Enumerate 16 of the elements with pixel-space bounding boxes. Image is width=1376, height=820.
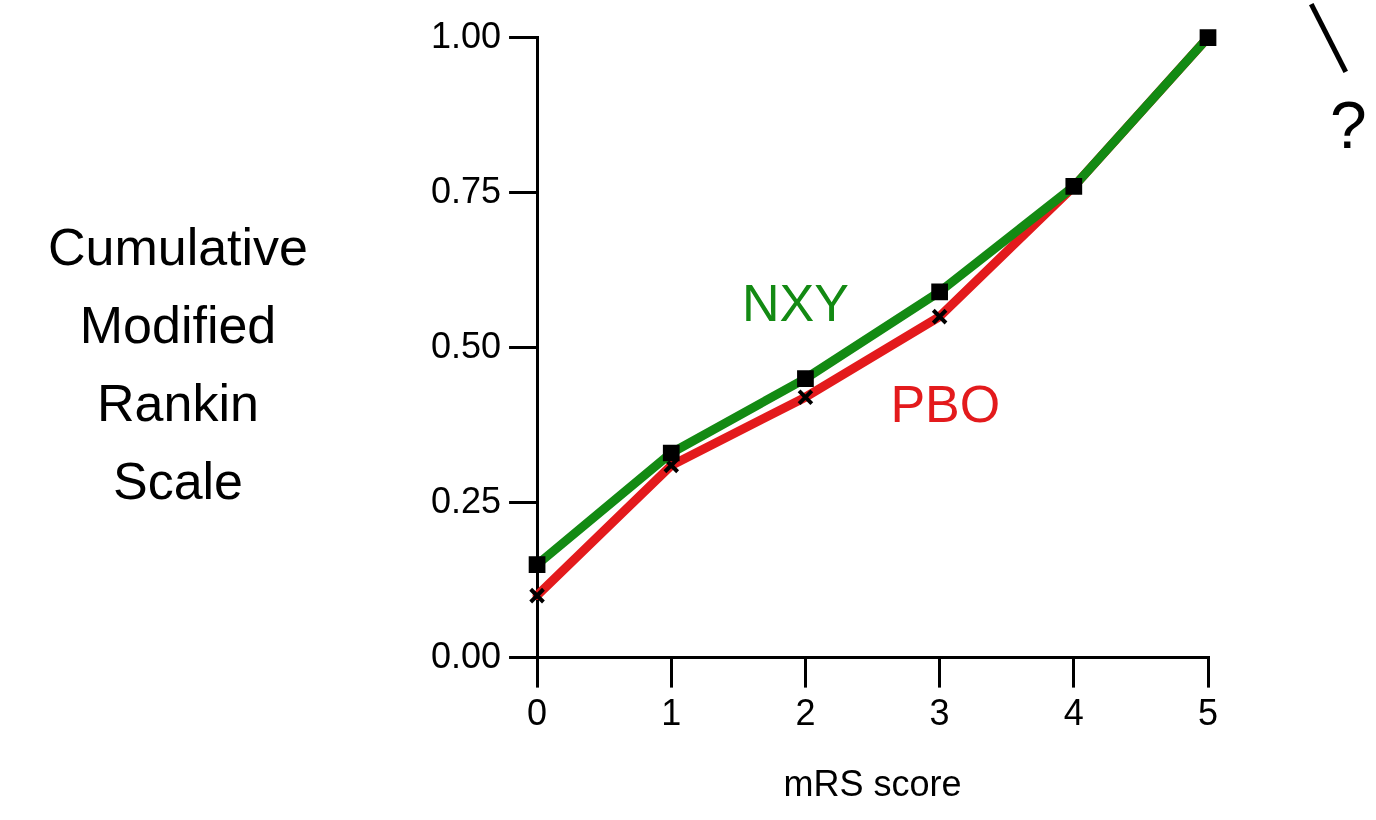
y-axis-title: Cumulative Modified Rankin Scale: [46, 217, 310, 512]
x-tick-label: 0: [527, 692, 548, 734]
y-tick-label: 1.00: [430, 14, 502, 56]
series-label: NXY: [741, 273, 849, 332]
x-tick-label: 1: [661, 692, 682, 734]
y-tick-label: 0.50: [430, 324, 502, 366]
x-tick-label: 4: [1063, 692, 1084, 734]
x-tick-label: 3: [929, 692, 950, 734]
x-tick-label: 2: [795, 692, 816, 734]
x-tick-label: 5: [1197, 692, 1219, 734]
y-tick-label: 0.75: [430, 169, 502, 211]
y-tick-label: 0.00: [430, 634, 502, 676]
series-label: PBO: [890, 374, 1001, 433]
y-tick-label: 0.25: [430, 479, 502, 521]
x-axis-title: mRS score: [783, 763, 962, 805]
text: ?: [1330, 88, 1367, 162]
